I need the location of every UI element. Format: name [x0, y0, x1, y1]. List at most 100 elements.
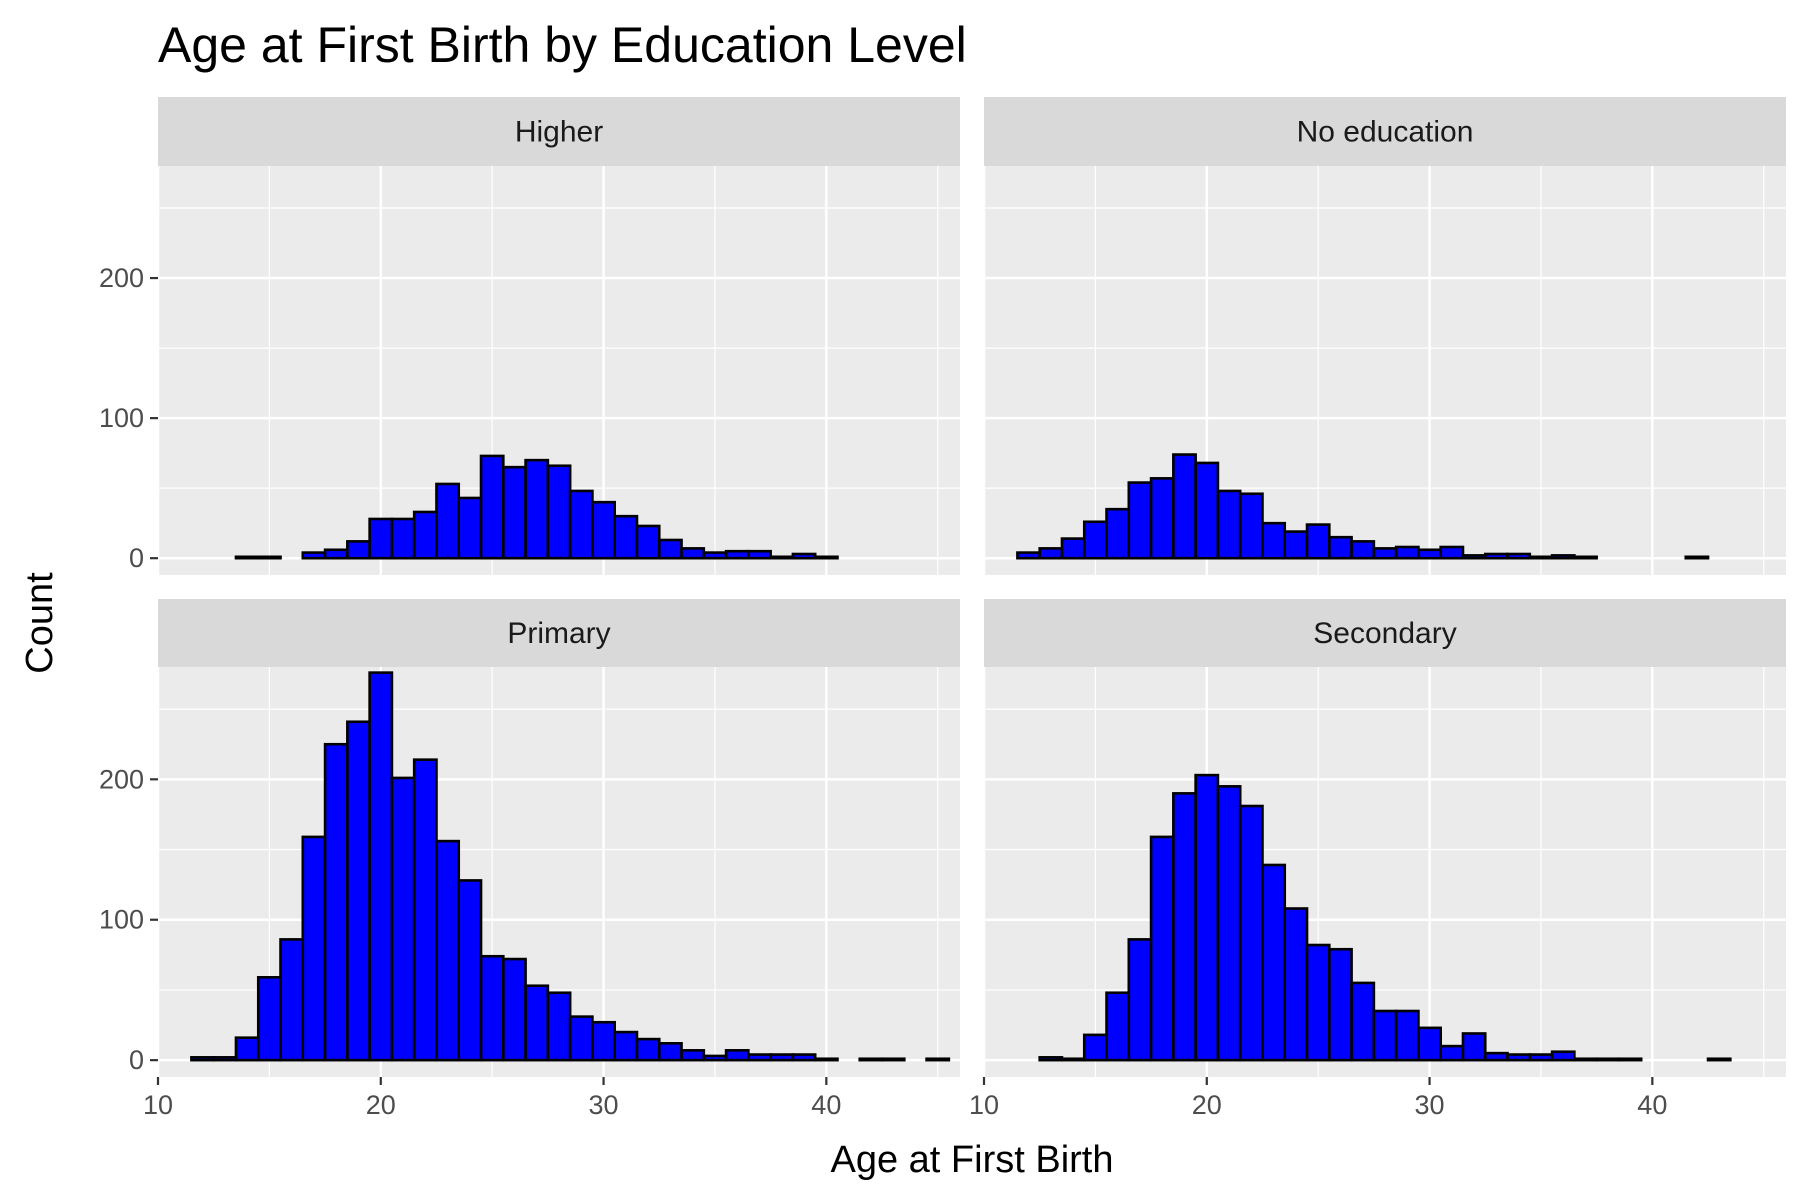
- histogram-bar: [546, 991, 572, 1062]
- histogram-bar: [1439, 545, 1465, 560]
- histogram-bar: [323, 742, 349, 1062]
- histogram-bar: [702, 551, 728, 560]
- histogram-bar: [1283, 530, 1309, 560]
- histogram-bar: [1060, 537, 1086, 560]
- histogram-bar: [1238, 492, 1264, 560]
- histogram-bar: [1684, 555, 1710, 560]
- histogram-bar: [1550, 1050, 1576, 1062]
- histogram-bar: [1127, 481, 1153, 560]
- histogram-bar: [390, 776, 416, 1062]
- histogram-bar: [813, 555, 839, 560]
- histogram-bar: [1328, 535, 1353, 560]
- histogram-bar: [1550, 554, 1576, 560]
- histogram-bar: [1506, 552, 1532, 560]
- x-tick-label: 20: [1192, 1090, 1222, 1120]
- histogram-bar: [1238, 804, 1264, 1062]
- facet-primary: Primary 0 100 200 10 20 30 40: [99, 599, 960, 1120]
- facet-strip-label: Secondary: [1313, 617, 1456, 650]
- histogram-bar: [546, 464, 572, 560]
- histogram-bar: [412, 510, 438, 560]
- histogram-bar: [390, 517, 416, 560]
- x-tick-label: 40: [811, 1090, 841, 1120]
- x-axis-title: Age at First Birth: [831, 1139, 1114, 1181]
- histogram-bar: [1350, 540, 1376, 560]
- histogram-bar: [1105, 507, 1131, 560]
- histogram-bar: [457, 496, 483, 560]
- histogram-bar: [212, 1056, 238, 1062]
- histogram-bar: [234, 1036, 260, 1062]
- histogram-bar: [435, 482, 461, 560]
- histogram-bar: [279, 938, 305, 1062]
- histogram-bar: [1328, 947, 1353, 1062]
- panel-background: [984, 166, 1786, 575]
- histogram-bar: [1350, 981, 1376, 1062]
- facet-secondary: Secondary 10 20 30 40: [969, 599, 1786, 1120]
- histogram-bar: [323, 548, 349, 560]
- histogram-bar: [502, 957, 527, 1062]
- histogram-bar: [769, 1053, 795, 1062]
- histogram-bar: [1706, 1057, 1732, 1062]
- histogram-bar: [1617, 1057, 1643, 1062]
- histogram-bar: [1261, 863, 1287, 1062]
- histogram-bar: [1528, 1053, 1554, 1062]
- x-tick-label: 10: [969, 1090, 999, 1120]
- y-tick-label: 200: [99, 263, 144, 293]
- histogram-bar: [1127, 938, 1153, 1062]
- facet-strip: [984, 599, 1786, 667]
- histogram-bar: [1394, 1009, 1420, 1062]
- chart-title: Age at First Birth by Education Level: [158, 17, 967, 73]
- y-tick-label: 100: [99, 403, 144, 433]
- facet-higher: Higher 0 100 200: [99, 97, 960, 575]
- histogram-bar: [1461, 1032, 1487, 1062]
- y-tick-label: 0: [129, 1045, 144, 1075]
- histogram-bar: [256, 555, 282, 560]
- histogram-bar: [1417, 548, 1442, 560]
- histogram-bar: [435, 839, 461, 1062]
- histogram-bar: [568, 1015, 594, 1062]
- histogram-bar: [1573, 1057, 1598, 1062]
- histogram-bar: [1595, 1057, 1621, 1062]
- histogram-bar: [613, 514, 639, 560]
- histogram-bar: [502, 465, 527, 560]
- histogram-bar: [1172, 792, 1197, 1062]
- histogram-bar: [1016, 551, 1041, 560]
- x-tick-label: 30: [589, 1090, 619, 1120]
- histogram-bar: [613, 1030, 639, 1062]
- histogram-bar: [1573, 555, 1598, 560]
- histogram-bar: [657, 1042, 683, 1062]
- histogram-bar: [1149, 477, 1175, 560]
- histogram-bar: [479, 954, 505, 1062]
- histogram-bar: [1528, 555, 1554, 560]
- histogram-bar: [1372, 1009, 1398, 1062]
- histogram-bar: [368, 671, 394, 1062]
- histogram-bar: [1082, 1033, 1108, 1062]
- histogram-bar: [724, 1049, 750, 1062]
- histogram-bar: [1305, 523, 1331, 560]
- histogram-bar: [1372, 547, 1398, 560]
- histogram-bar: [568, 489, 594, 560]
- x-tick-label: 20: [366, 1090, 396, 1120]
- histogram-bar: [368, 517, 394, 560]
- facet-strip-label: Higher: [515, 116, 603, 149]
- histogram-bar: [680, 1049, 706, 1062]
- histogram-bar: [769, 555, 795, 560]
- histogram-bar: [1261, 521, 1287, 560]
- histogram-bar: [479, 454, 505, 560]
- histogram-bar: [1394, 545, 1420, 560]
- histogram-bar: [1483, 1051, 1509, 1062]
- histogram-bar: [1439, 1044, 1465, 1062]
- histogram-bar: [591, 1020, 616, 1062]
- histogram-bar: [1082, 520, 1108, 560]
- histogram-bar: [858, 1057, 884, 1062]
- y-tick-label: 200: [99, 764, 144, 794]
- histogram-bar: [813, 1057, 839, 1062]
- histogram-bar: [635, 1037, 661, 1062]
- histogram-bar: [524, 458, 550, 560]
- histogram-bar: [256, 976, 282, 1062]
- histogram-bar: [880, 1057, 906, 1062]
- histogram-bar: [791, 552, 817, 560]
- facet-strip: [158, 97, 960, 166]
- histogram-bar: [791, 1053, 817, 1062]
- y-axis-title: Count: [19, 572, 61, 674]
- histogram-bar: [1461, 554, 1487, 560]
